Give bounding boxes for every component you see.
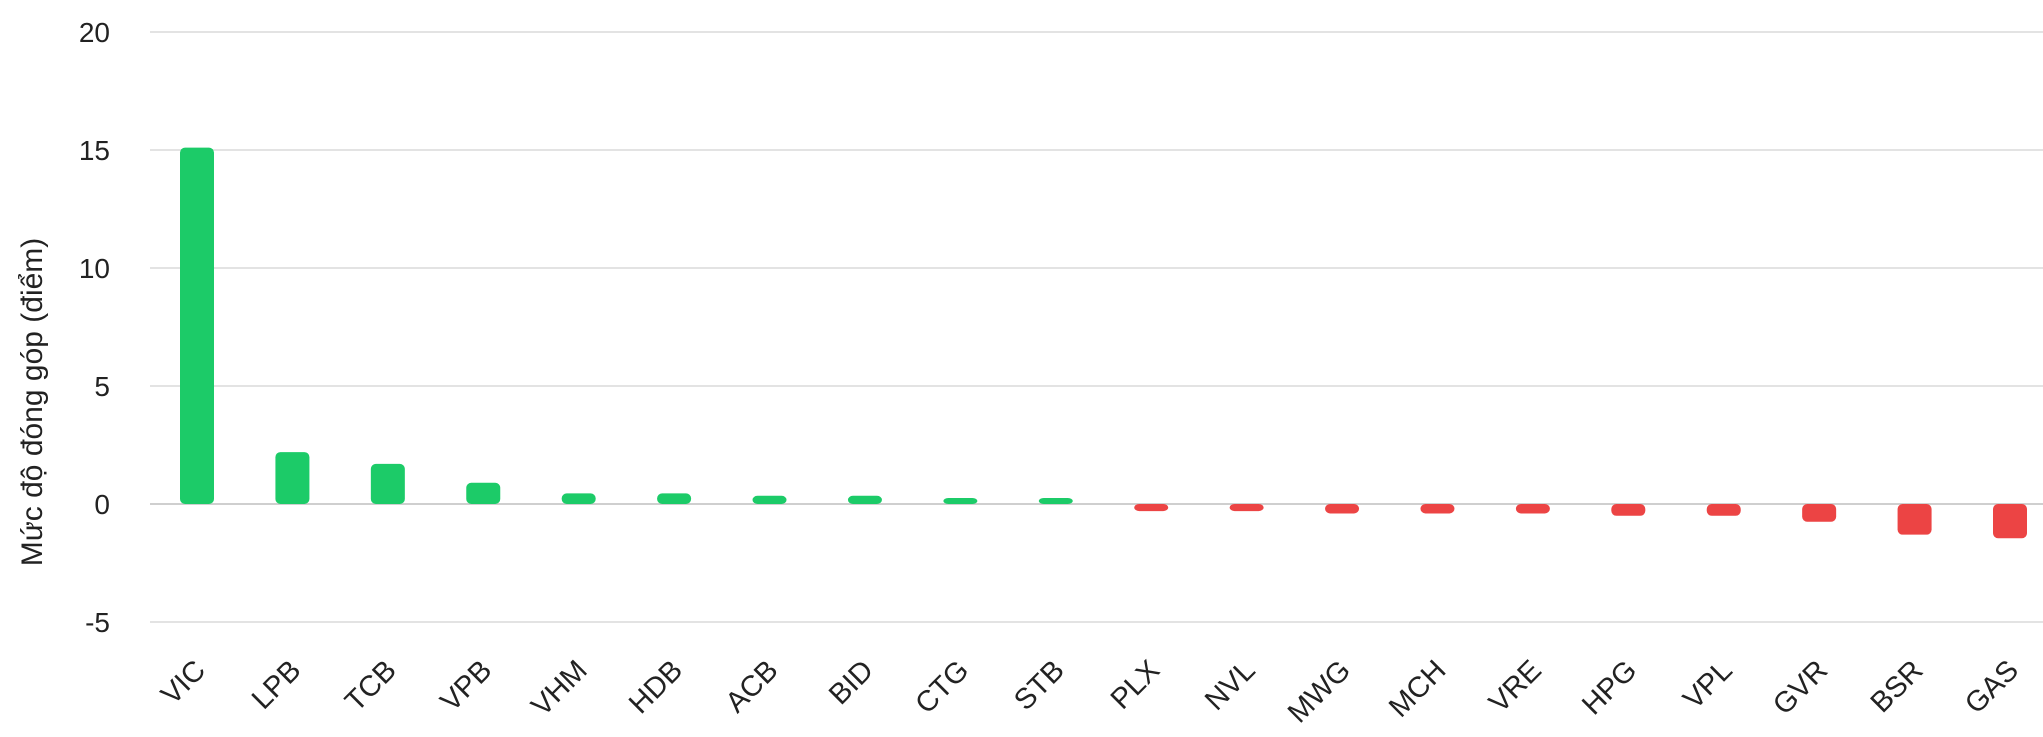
x-tick-label: VHM bbox=[525, 654, 593, 722]
grid-lines bbox=[150, 31, 2043, 623]
y-tick-label: 10 bbox=[79, 253, 110, 284]
bar-stb[interactable] bbox=[1038, 498, 1073, 504]
x-tick-label: GVR bbox=[1767, 654, 1834, 721]
x-tick-label: CTG bbox=[909, 654, 975, 720]
x-tick-label: HDB bbox=[623, 654, 689, 720]
y-axis-ticks: -5 0 5 10 15 20 bbox=[79, 17, 110, 638]
x-tick-label: MCH bbox=[1383, 654, 1452, 723]
bar-mch[interactable] bbox=[1420, 504, 1455, 514]
bar-lpb[interactable] bbox=[275, 452, 310, 504]
x-tick-label: VPL bbox=[1677, 654, 1738, 715]
bar-vpb[interactable] bbox=[466, 482, 501, 504]
bar-acb[interactable] bbox=[752, 495, 787, 504]
bars bbox=[180, 147, 2027, 539]
bar-bid[interactable] bbox=[847, 495, 882, 504]
bar-bsr[interactable] bbox=[1897, 504, 1932, 535]
bar-vre[interactable] bbox=[1515, 504, 1550, 514]
bar-plx[interactable] bbox=[1134, 504, 1169, 512]
x-axis-ticks: VIC LPB TCB VPB VHM HDB ACB BID CTG STB PLX NVL MWG M… bbox=[155, 654, 2025, 729]
y-axis-label: Mức độ đóng góp (điểm) bbox=[16, 238, 49, 567]
y-tick-label: -5 bbox=[85, 607, 110, 638]
bar-hpg[interactable] bbox=[1611, 504, 1646, 516]
x-tick-label: HPG bbox=[1576, 654, 1643, 721]
x-tick-label: BID bbox=[823, 654, 880, 711]
y-tick-label: 0 bbox=[94, 489, 110, 520]
bar-gvr[interactable] bbox=[1802, 504, 1837, 522]
y-tick-label: 15 bbox=[79, 135, 110, 166]
bar-gas[interactable] bbox=[1993, 504, 2027, 539]
x-tick-label: VRE bbox=[1483, 654, 1548, 719]
bar-ctg[interactable] bbox=[943, 498, 978, 504]
x-tick-label: VIC bbox=[155, 654, 212, 711]
x-tick-label: STB bbox=[1008, 654, 1071, 717]
bar-tcb[interactable] bbox=[370, 463, 405, 504]
x-tick-label: PLX bbox=[1105, 654, 1166, 715]
x-tick-label: BSR bbox=[1865, 654, 1930, 719]
y-tick-label: 5 bbox=[94, 371, 110, 402]
x-tick-label: VPB bbox=[435, 654, 499, 718]
y-tick-label: 20 bbox=[79, 17, 110, 48]
bar-hdb[interactable] bbox=[657, 493, 692, 504]
x-tick-label: GAS bbox=[1959, 654, 2025, 720]
bar-vpl[interactable] bbox=[1706, 504, 1741, 516]
x-tick-label: LPB bbox=[246, 654, 307, 715]
bar-vhm[interactable] bbox=[561, 493, 596, 504]
x-tick-label: TCB bbox=[339, 654, 403, 718]
bar-nvl[interactable] bbox=[1229, 504, 1264, 512]
bar-vic[interactable] bbox=[180, 147, 214, 504]
bar-mwg[interactable] bbox=[1325, 504, 1360, 514]
x-tick-label: NVL bbox=[1199, 654, 1262, 717]
x-tick-label: MWG bbox=[1282, 654, 1357, 729]
x-tick-label: ACB bbox=[720, 654, 785, 719]
